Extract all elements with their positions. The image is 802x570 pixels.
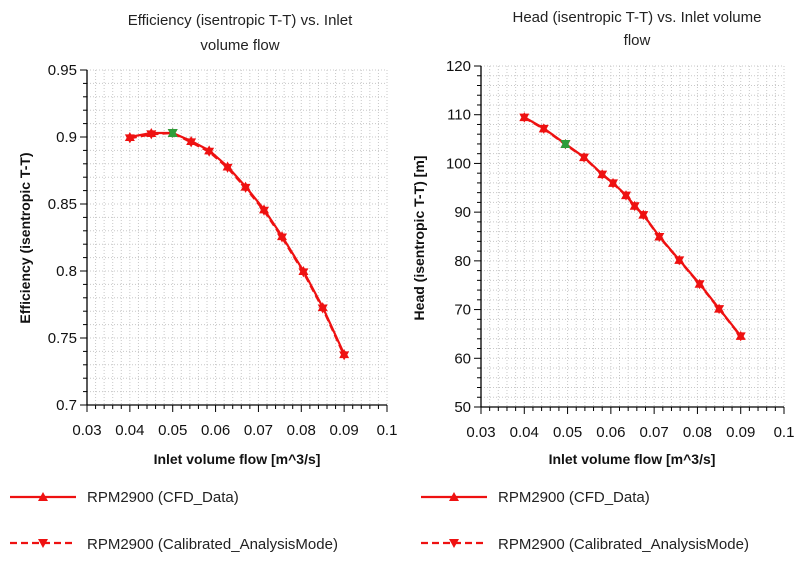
data-point-calibrated — [317, 304, 328, 314]
x-tick-label: 0.1 — [377, 422, 398, 439]
efficiency-chart: Efficiency (isentropic T-T) vs. Inlet vo… — [17, 12, 397, 467]
data-point-calibrated — [608, 179, 619, 189]
x-tick-label: 0.09 — [726, 424, 755, 441]
head-chart: Head (isentropic T-T) vs. Inlet volume f… — [411, 9, 794, 467]
y-tick-label: 0.75 — [48, 330, 77, 347]
x-tick-label: 0.07 — [244, 422, 273, 439]
x-tick-label: 0.06 — [596, 424, 625, 441]
data-point-calibrated — [538, 124, 549, 134]
highlight-point-marker — [560, 139, 571, 149]
data-point-calibrated — [186, 138, 197, 148]
y-axis-label: Efficiency (isentropic T-T) — [17, 152, 33, 323]
x-tick-label: 0.1 — [774, 424, 795, 441]
y-tick-label: 0.7 — [56, 397, 77, 414]
data-point-calibrated — [339, 351, 350, 361]
legend-marker-calibrated — [449, 539, 459, 548]
data-point-calibrated — [579, 153, 590, 163]
x-tick-label: 0.08 — [683, 424, 712, 441]
y-tick-label: 90 — [454, 204, 471, 221]
y-tick-label: 0.8 — [56, 263, 77, 280]
chart-title-line-1: Efficiency (isentropic T-T) vs. Inlet — [128, 12, 353, 29]
x-axis-label: Inlet volume flow [m^3/s] — [154, 451, 321, 467]
y-tick-label: 0.9 — [56, 129, 77, 146]
data-point-calibrated — [597, 170, 608, 180]
grid — [474, 65, 785, 414]
y-tick-label: 60 — [454, 350, 471, 367]
data-point-calibrated — [714, 305, 725, 315]
data-point-calibrated — [629, 202, 640, 212]
y-tick-label: 0.95 — [48, 62, 77, 79]
x-tick-label: 0.09 — [330, 422, 359, 439]
data-point-calibrated — [654, 232, 665, 242]
series-line-cfd — [129, 131, 346, 355]
x-tick-label: 0.03 — [466, 424, 495, 441]
legend-marker-calibrated — [38, 539, 48, 548]
x-tick-label: 0.04 — [510, 424, 539, 441]
data-point-calibrated — [298, 268, 309, 278]
x-tick-label: 0.05 — [553, 424, 582, 441]
legend-marker-cfd — [449, 492, 459, 501]
data-point-calibrated — [519, 113, 530, 123]
x-tick-label: 0.07 — [640, 424, 669, 441]
series-line-cfd — [523, 116, 742, 337]
data-point-calibrated — [621, 191, 632, 201]
plot-area — [124, 127, 350, 361]
data-point-calibrated — [735, 332, 746, 342]
y-tick-label: 100 — [446, 155, 471, 172]
series-line-calibrated — [129, 131, 346, 356]
x-axis-label: Inlet volume flow [m^3/s] — [549, 451, 716, 467]
legend-left: RPM2900 (CFD_Data) RPM2900 (Calibrated_A… — [10, 489, 338, 553]
y-tick-label: 120 — [446, 58, 471, 75]
highlight-point-marker — [167, 128, 178, 138]
y-tick-label: 80 — [454, 253, 471, 270]
y-tick-label: 70 — [454, 302, 471, 319]
legend-label-calibrated: RPM2900 (Calibrated_AnalysisMode) — [498, 536, 749, 553]
data-point-calibrated — [204, 147, 215, 157]
x-tick-label: 0.04 — [115, 422, 144, 439]
legend-label-cfd: RPM2900 (CFD_Data) — [498, 489, 650, 506]
chart-title-line-1: Head (isentropic T-T) vs. Inlet volume — [513, 9, 762, 26]
data-point-calibrated — [259, 206, 269, 216]
y-tick-label: 50 — [454, 399, 471, 416]
legend-marker-cfd — [38, 492, 48, 501]
legend-label-cfd: RPM2900 (CFD_Data) — [87, 489, 239, 506]
data-point-calibrated — [694, 280, 705, 290]
chart-title-line-2: flow — [624, 32, 651, 49]
legend-label-calibrated: RPM2900 (Calibrated_AnalysisMode) — [87, 536, 338, 553]
legend-right: RPM2900 (CFD_Data) RPM2900 (Calibrated_A… — [421, 489, 749, 553]
y-tick-label: 0.85 — [48, 196, 77, 213]
plot-area — [519, 112, 746, 342]
tick-labels: 0.03 0.04 0.05 0.06 0.07 0.08 0.09 0.1 50 60 70 80 9… — [446, 58, 794, 441]
data-point-calibrated — [277, 233, 287, 243]
x-tick-label: 0.06 — [201, 422, 230, 439]
series-line-calibrated — [523, 116, 742, 338]
grid — [80, 69, 388, 412]
data-point-calibrated — [240, 183, 251, 193]
chart-title-line-2: volume flow — [200, 37, 279, 54]
data-point-calibrated — [146, 130, 157, 140]
y-tick-label: 110 — [447, 107, 471, 124]
data-point-calibrated — [638, 211, 649, 221]
x-tick-label: 0.05 — [158, 422, 187, 439]
tick-labels: 0.03 0.04 0.05 0.06 0.07 0.08 0.09 0.1 0.7 0.75 0.… — [48, 62, 398, 439]
x-tick-label: 0.03 — [72, 422, 101, 439]
data-point-calibrated — [124, 134, 135, 144]
data-point-calibrated — [674, 256, 685, 266]
x-tick-label: 0.08 — [287, 422, 316, 439]
data-point-calibrated — [222, 163, 233, 173]
y-axis-label: Head (isentropic T-T) [m] — [411, 156, 427, 321]
